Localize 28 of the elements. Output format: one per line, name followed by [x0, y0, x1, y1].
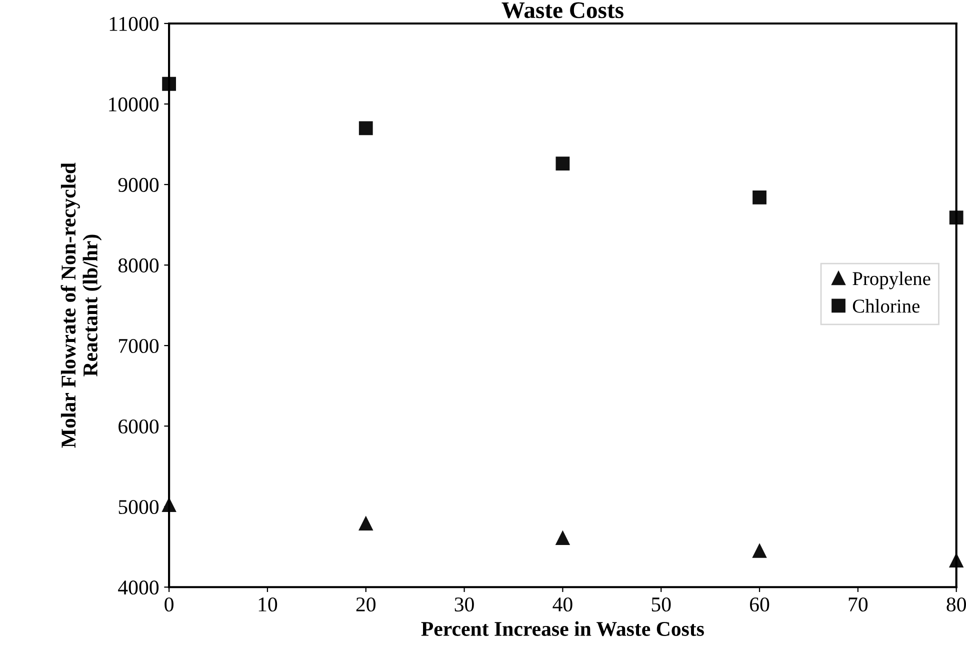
- x-tick-label: 20: [356, 597, 376, 612]
- y-tick-label: 9000: [118, 178, 159, 192]
- legend-label: Propylene: [852, 272, 930, 290]
- x-tick-label: 30: [454, 597, 474, 612]
- y-tick-label: 6000: [118, 419, 159, 434]
- y-axis-title: Molar Flowrate of Non-recycled Reactant (lb/hr): [60, 162, 102, 448]
- point: [556, 531, 570, 545]
- y-tick-label: 11000: [110, 16, 159, 31]
- x-tick-label: 70: [848, 597, 868, 612]
- x-tick-label: 60: [750, 597, 770, 612]
- point: [752, 190, 766, 204]
- chart-title: Waste Costs: [502, 2, 624, 18]
- x-tick-label: 50: [652, 597, 671, 612]
- point: [358, 516, 373, 530]
- x-tick-label: 80: [946, 597, 966, 612]
- y-tick-label: 4000: [118, 580, 159, 595]
- point: [556, 156, 570, 171]
- y-tick-label: 10000: [109, 97, 159, 112]
- x-tick-label: 40: [552, 597, 572, 612]
- y-tick-label: 8000: [118, 258, 159, 272]
- y-tick-label: 5000: [118, 500, 159, 514]
- x-tick-label: 0: [164, 597, 174, 612]
- point: [752, 544, 766, 558]
- x-tick-label: 10: [258, 597, 278, 612]
- y-tick-label: 7000: [119, 338, 159, 353]
- point: [358, 121, 373, 136]
- x-axis-title: Percent Increase in Waste Costs: [421, 621, 704, 636]
- legend-label: Chlorine: [852, 299, 920, 313]
